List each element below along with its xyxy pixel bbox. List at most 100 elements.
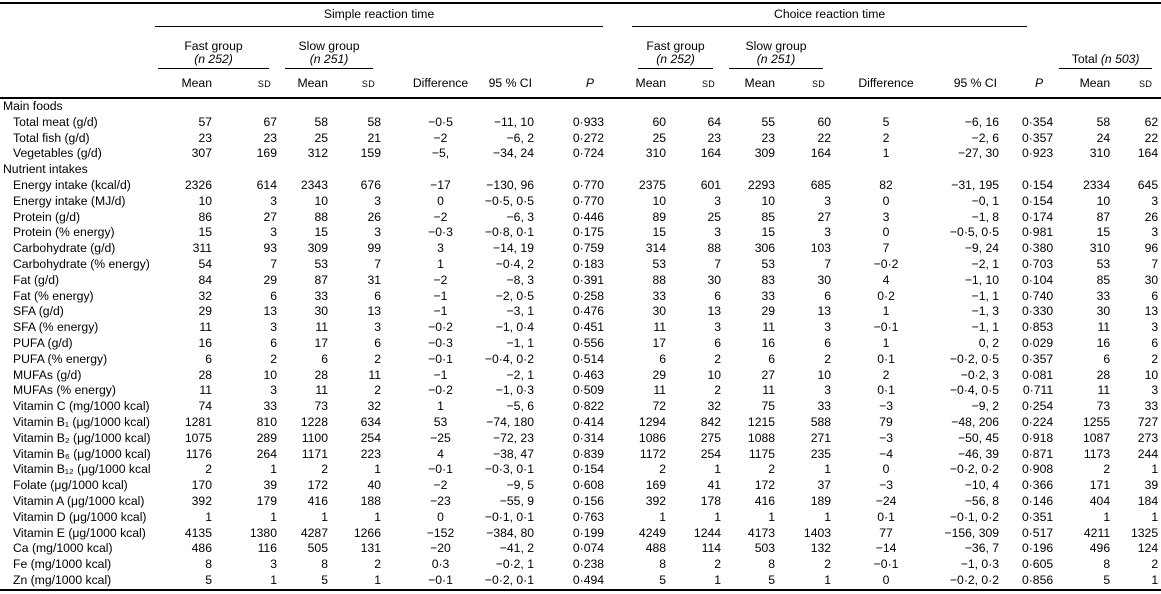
simple-p: 0·451 (572, 320, 605, 335)
total-sd: 7 (1151, 256, 1159, 271)
simple-mean-fast: 1 (205, 509, 212, 524)
simple-fast-group-header: Fast group (n 252) (150, 33, 277, 69)
simple-difference-header: Difference (381, 69, 480, 99)
simple-difference: −0·3 (428, 225, 453, 240)
choice-mean-slow: 33 (761, 288, 776, 303)
simple-mean-fast: 170 (191, 478, 212, 493)
simple-sd-fast: 264 (256, 446, 277, 461)
choice-difference: −4 (879, 446, 893, 461)
choice-mean-slow: 15 (761, 225, 776, 240)
choice-mean-slow: 1 (768, 509, 776, 524)
column-gap (604, 241, 630, 257)
choice-sd-slow: 3 (824, 193, 832, 208)
simple-mean-fast: 23 (198, 130, 212, 145)
row-label: Zn (mg/1000 kcal) (13, 572, 112, 587)
simple-mean-slow: 28 (314, 367, 328, 382)
table-row: Protein (g/d) 86 27 88 26 −2 −6, 3 0·446 89 25 85 2… (0, 210, 1161, 226)
choice-mean-slow: 172 (754, 478, 776, 493)
choice-mean-fast: 488 (645, 541, 667, 556)
simple-sd-fast: 179 (256, 493, 277, 508)
simple-sd-slow: 31 (367, 272, 381, 287)
simple-ci: −0·3, 0·1 (484, 462, 534, 477)
simple-sd-slow: 1266 (353, 525, 381, 540)
total-sd: 164 (1137, 146, 1159, 161)
simple-sd-slow: 188 (360, 493, 381, 508)
total-mean: 310 (1089, 241, 1111, 256)
simple-sd-fast: 93 (263, 241, 277, 256)
simple-sd-fast: 3 (270, 320, 277, 335)
choice-ci: −2, 6 (971, 130, 1000, 145)
table-row: MUFAs (g/d) 28 10 28 11 −1 −2, 1 0·463 29 10 27 10 2… (0, 368, 1161, 384)
simple-sd-slow: 159 (360, 146, 381, 161)
choice-ci: −1, 1 (971, 320, 1000, 335)
total-sd: 6 (1151, 288, 1159, 303)
choice-ci: −56, 8 (964, 493, 1000, 508)
simple-sd-fast: 289 (256, 430, 277, 445)
choice-mean-fast: 53 (652, 256, 667, 271)
simple-ci-header: 95 % CI (480, 69, 534, 99)
simple-mean-slow: 11 (315, 320, 328, 335)
column-header-row: Mean sd Mean sd Difference 95 % CI P Mea… (0, 69, 1161, 99)
choice-difference: 0 (882, 462, 890, 477)
simple-p: 0·494 (572, 572, 605, 587)
choice-mean-slow: 416 (754, 493, 776, 508)
choice-mean-fast: 30 (652, 304, 667, 319)
simple-p: 0·463 (572, 367, 605, 382)
choice-p: 0·711 (1022, 383, 1054, 398)
total-sd: 22 (1144, 130, 1159, 145)
total-sd: 13 (1144, 304, 1159, 319)
choice-sd-slow: 189 (810, 493, 832, 508)
table-row: MUFAs (% energy) 11 3 11 2 −0·2 −1, 0·3 0·509 11… (0, 383, 1161, 399)
column-gap (604, 399, 630, 415)
row-label: Vegetables (g/d) (13, 146, 102, 161)
simple-mean-fast: 11 (199, 383, 212, 398)
simple-sd-fast: 3 (270, 557, 277, 572)
simple-mean-slow: 10 (314, 193, 328, 208)
row-label: PUFA (% energy) (13, 351, 108, 366)
simple-sd-slow: 1 (374, 462, 381, 477)
table-row: Zn (mg/1000 kcal) 5 1 5 1 −0·1 −0·2, 0·1 0·494 5… (0, 573, 1161, 590)
simple-mean-slow: 87 (314, 272, 328, 287)
corner-blank (0, 3, 150, 33)
simple-fast-group-n: (n 252) (194, 52, 233, 66)
total-mean: 33 (1096, 288, 1111, 303)
choice-ci: −1, 1 (971, 288, 1000, 303)
simple-ci: −34, 24 (492, 146, 534, 161)
total-mean-header: Mean (1053, 69, 1111, 99)
table-row: Carbohydrate (g/d) 311 93 309 99 3 −14, 19 0·75… (0, 241, 1161, 257)
simple-p: 0·839 (572, 446, 605, 461)
choice-sd-slow: 6 (824, 288, 832, 303)
simple-difference: 3 (437, 241, 444, 256)
table-row: Energy intake (MJ/d) 10 3 10 3 0 −0·5, 0·5 0·77… (0, 194, 1161, 210)
simple-mean-slow: 172 (307, 478, 328, 493)
choice-ci: −0·2, 0·2 (949, 572, 1000, 587)
choice-sd-fast: 275 (700, 430, 722, 445)
simple-reaction-time-title: Simple reaction time (155, 7, 604, 27)
simple-difference: 53 (433, 414, 448, 429)
simple-p: 0·446 (572, 209, 605, 224)
table-row: Vitamin E (μg/1000 kcal) 4135 1380 4287 1266… (0, 526, 1161, 542)
row-label: PUFA (g/d) (13, 335, 73, 350)
choice-slow-group-header: Slow group (n 251) (721, 33, 831, 69)
choice-p: 0·196 (1021, 541, 1054, 556)
choice-sd-fast: 32 (707, 399, 722, 414)
simple-mean-fast: 15 (198, 225, 212, 240)
simple-difference: 0 (437, 193, 444, 208)
simple-p: 0·608 (572, 478, 605, 493)
row-label: Energy intake (MJ/d) (13, 193, 126, 208)
choice-mean-fast: 169 (645, 478, 667, 493)
choice-mean-fast: 17 (652, 335, 667, 350)
total-sd-header: sd (1110, 69, 1159, 99)
choice-mean-fast: 2375 (638, 177, 667, 192)
total-sd: 727 (1137, 414, 1159, 429)
row-label: Fat (g/d) (13, 272, 60, 287)
choice-ci: −9, 2 (971, 399, 1000, 414)
choice-mean-fast: 1294 (638, 414, 667, 429)
simple-difference: −25 (430, 430, 451, 445)
choice-p: 0·918 (1021, 430, 1054, 445)
simple-difference: −0·2 (428, 320, 453, 335)
total-sd: 62 (1144, 114, 1159, 129)
choice-sd-fast: 2 (714, 351, 722, 366)
choice-p: 0·517 (1021, 525, 1054, 540)
